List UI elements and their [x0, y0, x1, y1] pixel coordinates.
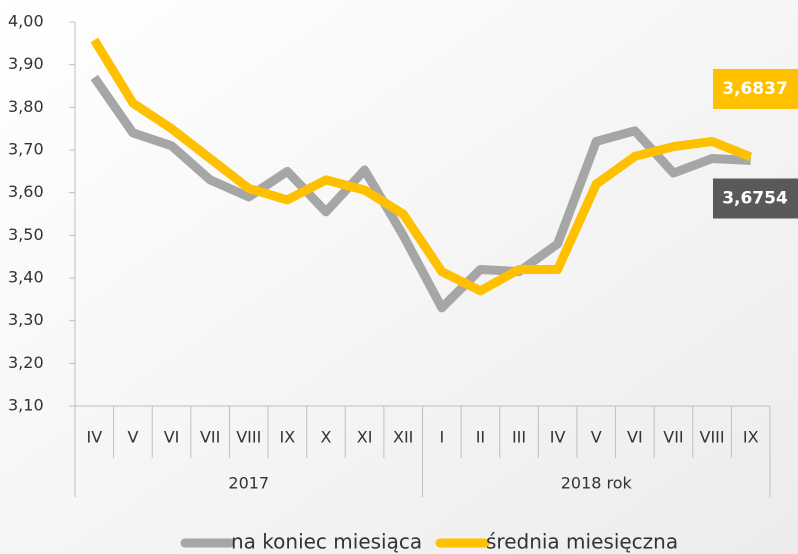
x-tick-label: IV — [86, 428, 102, 447]
x-tick-label: IX — [280, 428, 296, 447]
y-tick-label: 3,20 — [8, 353, 44, 372]
page: {"chart_data": {"type": "line", "categor… — [0, 0, 798, 554]
chart: 3,10 3,20 3,30 3,40 3,50 3,60 3,70 3,80 3,90 4,00… — [0, 0, 798, 554]
x-tick-label: XI — [357, 428, 373, 447]
y-tick-label: 3,70 — [8, 140, 44, 159]
y-tick-label: 3,90 — [8, 54, 44, 73]
x-tick-label: VI — [164, 428, 180, 447]
x-tick-label: VIII — [700, 428, 725, 447]
x-tick-label: VII — [200, 428, 220, 447]
x-tick-label: I — [439, 428, 444, 447]
group-label: 2018 rok — [561, 474, 633, 493]
group-label: 2017 — [228, 474, 269, 493]
x-tick-label: XII — [393, 428, 413, 447]
y-tick-label: 3,10 — [8, 396, 44, 415]
x-tick-label: V — [127, 428, 138, 447]
x-tick-label: IX — [743, 428, 759, 447]
x-tick-label: VIII — [236, 428, 261, 447]
value-label: 3,6837 — [722, 79, 788, 99]
legend-label: średnia miesięczna — [486, 530, 678, 554]
x-tick-label: III — [512, 428, 526, 447]
y-tick-label: 3,80 — [8, 97, 44, 116]
y-tick-label: 4,00 — [8, 12, 44, 31]
x-tick-label: II — [476, 428, 485, 447]
y-tick-label: 3,60 — [8, 182, 44, 201]
x-tick-label: X — [320, 428, 331, 447]
y-tick-label: 3,30 — [8, 310, 44, 329]
x-tick-label: IV — [550, 428, 566, 447]
x-tick-label: VI — [627, 428, 643, 447]
y-tick-label: 3,50 — [8, 225, 44, 244]
value-label: 3,6754 — [722, 188, 788, 208]
x-tick-label: VII — [663, 428, 683, 447]
legend-label: na koniec miesiąca — [231, 530, 422, 554]
y-tick-label: 3,40 — [8, 268, 44, 287]
x-tick-label: V — [591, 428, 602, 447]
